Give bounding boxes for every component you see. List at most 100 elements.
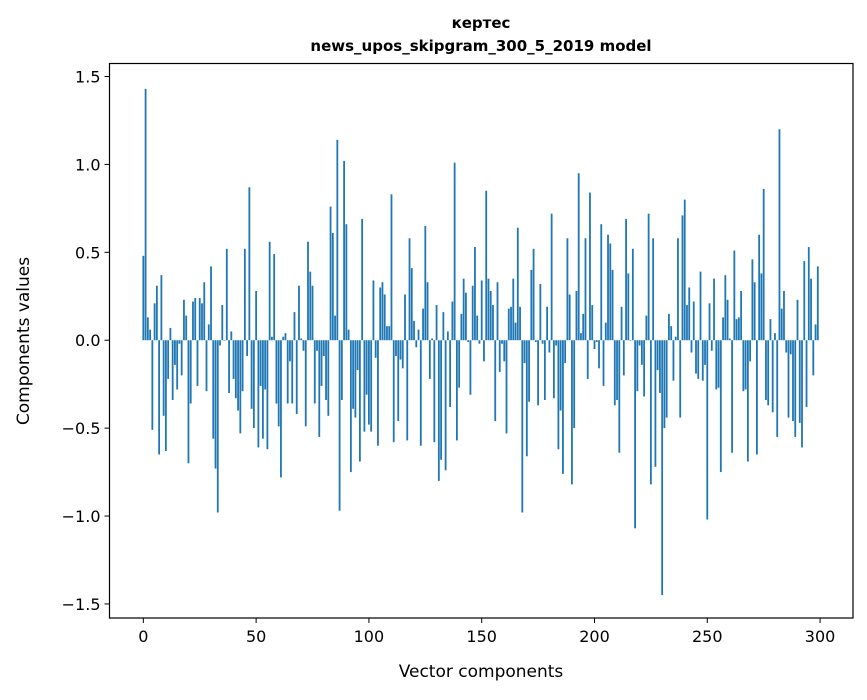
bar-component-42 xyxy=(237,340,239,411)
bar-component-287 xyxy=(789,340,792,355)
bar-component-125 xyxy=(424,225,427,341)
bar-component-198 xyxy=(589,192,591,341)
bar-component-270 xyxy=(751,259,754,341)
bar-component-143 xyxy=(465,292,467,341)
bar-component-253 xyxy=(713,278,715,341)
bar-component-30 xyxy=(210,266,212,341)
bar-component-74 xyxy=(309,271,312,341)
bar-component-282 xyxy=(778,129,781,341)
bar-component-217 xyxy=(631,248,634,341)
bar-component-111 xyxy=(392,340,395,443)
bar-component-16 xyxy=(178,340,181,344)
bar-component-61 xyxy=(280,340,282,478)
bar-component-9 xyxy=(162,340,165,416)
bar-component-229 xyxy=(659,340,661,393)
bar-component-214 xyxy=(625,218,627,341)
bar-component-24 xyxy=(196,340,199,386)
bar-component-146 xyxy=(471,285,474,341)
x-tick-label: 250 xyxy=(692,627,723,646)
bar-component-271 xyxy=(753,282,756,341)
bar-component-126 xyxy=(426,282,429,341)
bar-component-49 xyxy=(252,340,255,429)
bar-component-68 xyxy=(295,340,298,415)
bar-component-22 xyxy=(192,301,194,341)
x-tick-label: 300 xyxy=(805,627,836,646)
bar-component-152 xyxy=(485,190,488,341)
bar-component-148 xyxy=(476,315,479,341)
bar-component-3 xyxy=(149,329,152,341)
bar-component-112 xyxy=(395,340,397,357)
bar-component-98 xyxy=(363,340,366,432)
bar-component-76 xyxy=(313,340,316,404)
bar-component-66 xyxy=(291,340,294,404)
bar-component-95 xyxy=(356,340,359,371)
bar-component-220 xyxy=(638,340,641,346)
bar-component-31 xyxy=(212,340,215,439)
y-tick-label: −0.5 xyxy=(62,419,101,438)
bar-component-71 xyxy=(302,340,305,351)
bar-component-249 xyxy=(704,340,706,365)
bar-component-108 xyxy=(386,326,388,341)
bar-component-218 xyxy=(634,340,636,529)
bar-component-50 xyxy=(255,290,258,341)
bar-component-18 xyxy=(183,299,185,341)
bar-component-48 xyxy=(250,340,253,409)
bar-component-138 xyxy=(453,162,456,341)
bar-component-130 xyxy=(435,305,438,341)
bar-component-295 xyxy=(807,247,810,341)
bar-component-117 xyxy=(406,340,409,441)
bar-component-182 xyxy=(552,340,555,399)
bar-component-192 xyxy=(575,290,578,341)
bar-component-231 xyxy=(663,340,666,429)
bar-component-262 xyxy=(733,250,736,341)
bar-component-101 xyxy=(370,340,373,432)
bar-component-211 xyxy=(618,340,621,453)
bar-component-60 xyxy=(277,340,280,427)
bar-component-276 xyxy=(765,340,767,400)
bar-component-84 xyxy=(331,232,334,341)
x-tick-label: 0 xyxy=(138,627,148,646)
bar-component-106 xyxy=(381,282,384,341)
bar-component-51 xyxy=(257,340,260,448)
bar-component-28 xyxy=(205,340,208,392)
bar-component-19 xyxy=(185,315,188,341)
bar-component-265 xyxy=(740,290,743,341)
bar-component-269 xyxy=(749,340,752,362)
bar-component-134 xyxy=(444,340,447,471)
bar-component-153 xyxy=(487,278,490,341)
bar-component-53 xyxy=(261,340,264,439)
bar-component-21 xyxy=(189,340,192,404)
bar-component-290 xyxy=(796,299,799,341)
bar-component-65 xyxy=(289,340,291,362)
bar-component-256 xyxy=(719,340,722,473)
bar-component-238 xyxy=(679,340,682,418)
bar-component-5 xyxy=(153,303,156,341)
bar-component-83 xyxy=(329,206,332,341)
bar-component-259 xyxy=(726,299,729,341)
bar-component-299 xyxy=(816,266,819,341)
bar-component-227 xyxy=(654,340,657,467)
bar-component-197 xyxy=(586,340,589,379)
bar-component-212 xyxy=(620,306,623,341)
bar-component-275 xyxy=(762,189,765,341)
bar-component-97 xyxy=(361,218,364,341)
bar-component-234 xyxy=(670,326,673,341)
bar-component-81 xyxy=(325,340,327,400)
bar-component-297 xyxy=(812,340,815,376)
bar-component-57 xyxy=(271,336,273,341)
bar-component-169 xyxy=(523,340,526,364)
bar-component-124 xyxy=(422,308,424,341)
bar-component-91 xyxy=(347,329,350,341)
bar-component-250 xyxy=(706,340,709,520)
bar-component-6 xyxy=(155,285,158,341)
bar-component-70 xyxy=(300,338,303,341)
bar-component-58 xyxy=(273,254,276,341)
bar-component-55 xyxy=(266,340,269,450)
bar-component-32 xyxy=(214,340,217,469)
bar-component-120 xyxy=(413,320,415,341)
bar-component-115 xyxy=(401,340,404,369)
bar-component-27 xyxy=(203,282,206,341)
bar-component-7 xyxy=(158,340,161,455)
bar-component-164 xyxy=(512,278,515,341)
bar-component-163 xyxy=(510,306,512,341)
